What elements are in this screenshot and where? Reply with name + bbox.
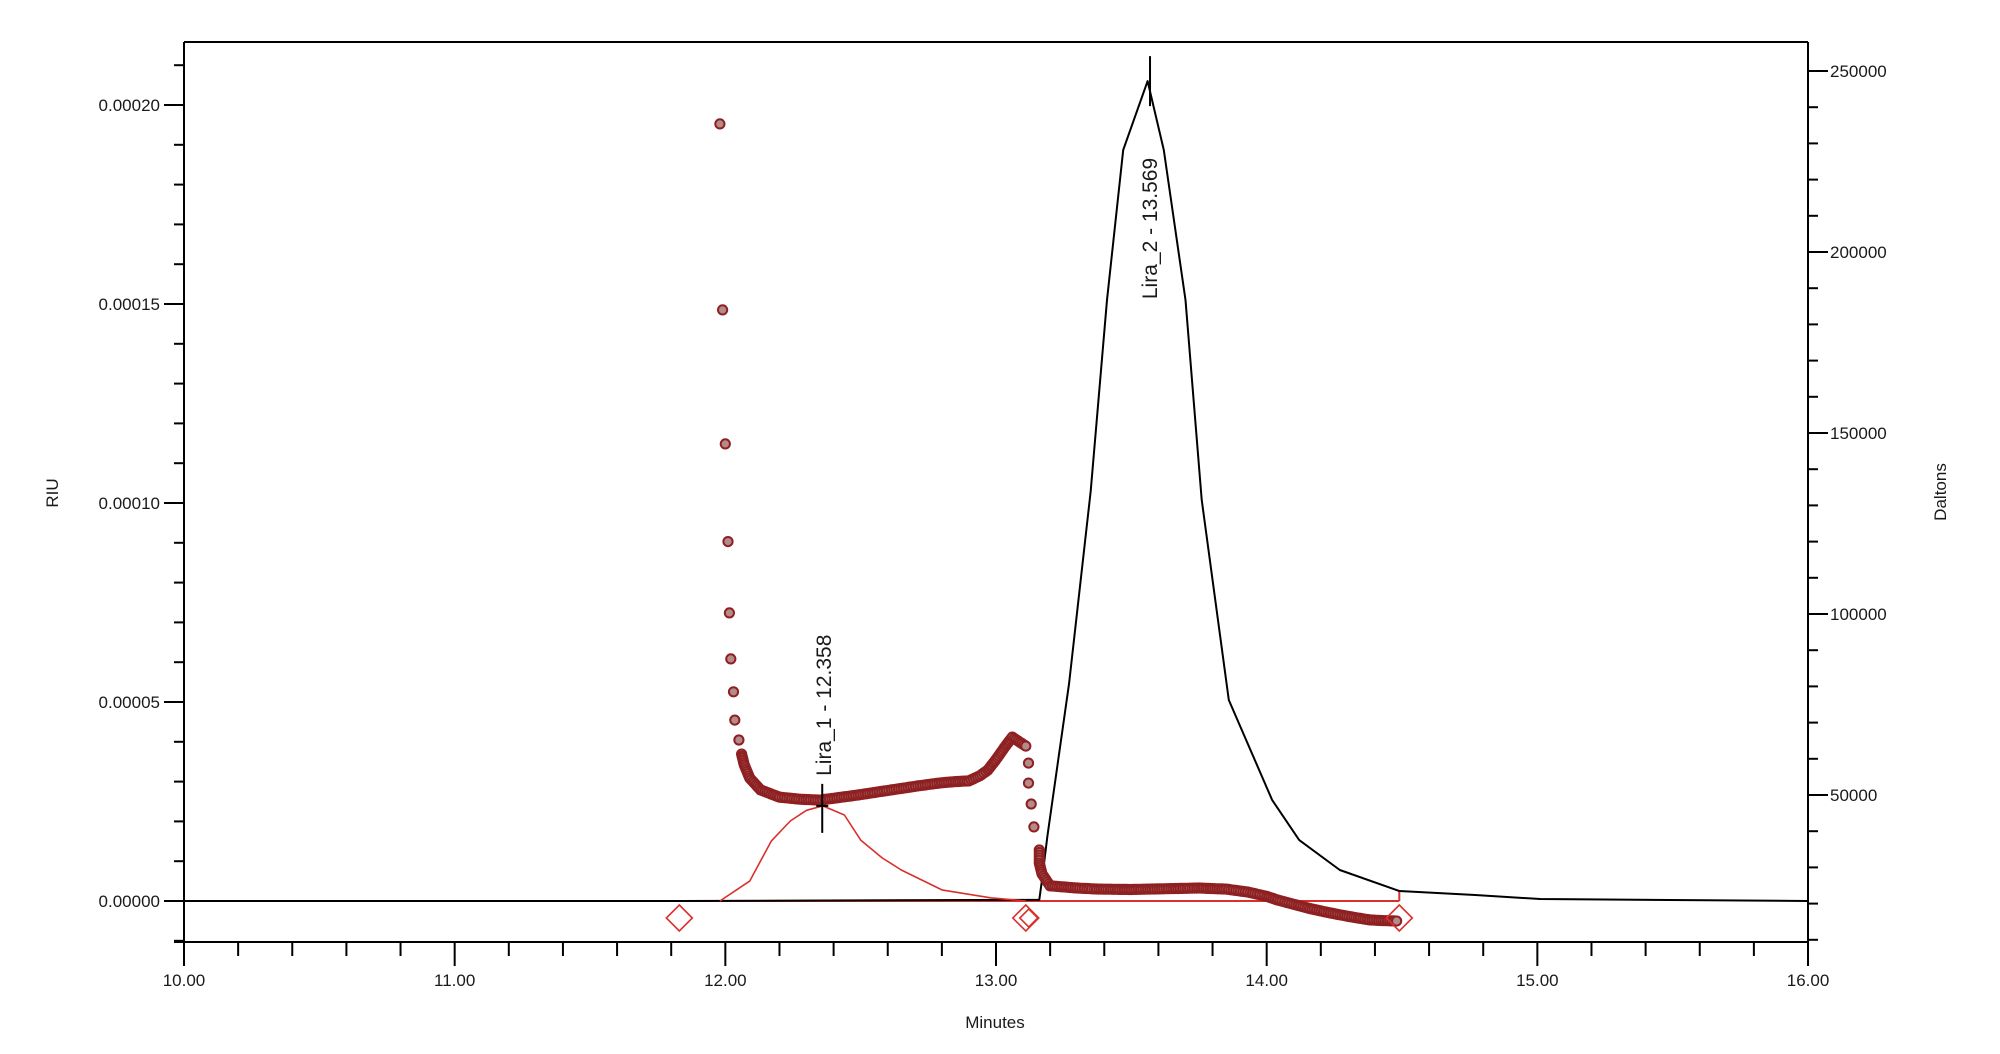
y-tick-label: 0.00005 bbox=[99, 693, 160, 712]
y-axis-riu: 0.00000 0.00005 0.00010 0.00015 0.00020 bbox=[99, 64, 184, 942]
molar-mass-point bbox=[714, 118, 726, 130]
series-layer bbox=[184, 80, 1809, 927]
peak-marker-lira-1 bbox=[816, 783, 829, 833]
integration-diamond-icon bbox=[1011, 903, 1040, 933]
y2-tick-label: 250000 bbox=[1830, 62, 1887, 81]
plot-frame bbox=[174, 41, 1809, 966]
x-tick-label: 15.00 bbox=[1516, 971, 1559, 990]
x-tick-label: 16.00 bbox=[1787, 971, 1830, 990]
molar-mass-point bbox=[725, 653, 737, 665]
molar-mass-point bbox=[722, 536, 734, 548]
molar-mass-markers bbox=[714, 118, 1403, 927]
molar-mass-point bbox=[729, 714, 741, 726]
x-tick-label: 11.00 bbox=[434, 971, 475, 990]
molar-mass-point bbox=[733, 734, 745, 746]
x-tick-label: 12.00 bbox=[704, 971, 747, 990]
y-tick-label: 0.00020 bbox=[99, 96, 160, 115]
molar-mass-point bbox=[723, 607, 736, 619]
x-tick-label: 13.00 bbox=[975, 971, 1018, 990]
molar-mass-point bbox=[1022, 777, 1035, 789]
peak-label-lira-2: Lira_2 - 13.569 bbox=[1139, 158, 1162, 299]
series-line bbox=[719, 805, 1026, 902]
y2-tick-label: 100000 bbox=[1830, 605, 1887, 624]
y-tick-label: 0.00000 bbox=[99, 892, 160, 911]
x-axis-title: Minutes bbox=[965, 1013, 1025, 1032]
y-axis-daltons: 50000 100000 150000 200000 250000 bbox=[1808, 62, 1887, 941]
molar-mass-point bbox=[717, 304, 729, 316]
y-tick-label: 0.00010 bbox=[99, 494, 160, 513]
integration-diamond-inner-icon bbox=[1018, 907, 1039, 929]
y-tick-label: 0.00015 bbox=[99, 295, 160, 314]
molar-mass-point bbox=[719, 438, 731, 450]
integration-diamond-icon bbox=[1385, 903, 1414, 933]
molar-mass-point bbox=[1028, 821, 1040, 833]
y2-tick-label: 150000 bbox=[1830, 424, 1887, 443]
peak-labels: Lira_1 - 12.358 Lira_2 - 13.569 bbox=[813, 56, 1162, 833]
y2-tick-label: 50000 bbox=[1830, 786, 1877, 805]
integration-markers bbox=[665, 903, 1414, 933]
x-axis: 10.00 11.00 12.00 13.00 14.00 15.00 16.00 bbox=[163, 942, 1830, 990]
peak-label-lira-1: Lira_1 - 12.358 bbox=[813, 635, 836, 776]
x-tick-label: 14.00 bbox=[1245, 971, 1288, 990]
y-axis-title-daltons: Daltons bbox=[1931, 463, 1950, 521]
series-line bbox=[184, 80, 1809, 902]
y-axis-title-riu: RIU bbox=[43, 478, 62, 507]
molar-mass-point bbox=[1391, 915, 1403, 927]
molar-mass-point bbox=[1022, 757, 1035, 769]
integration-diamond-icon bbox=[665, 903, 694, 933]
molar-mass-point bbox=[727, 686, 740, 698]
y2-tick-label: 200000 bbox=[1830, 243, 1887, 262]
molar-mass-point bbox=[1020, 740, 1032, 752]
x-tick-label: 10.00 bbox=[163, 971, 206, 990]
molar-mass-point bbox=[1025, 798, 1037, 810]
